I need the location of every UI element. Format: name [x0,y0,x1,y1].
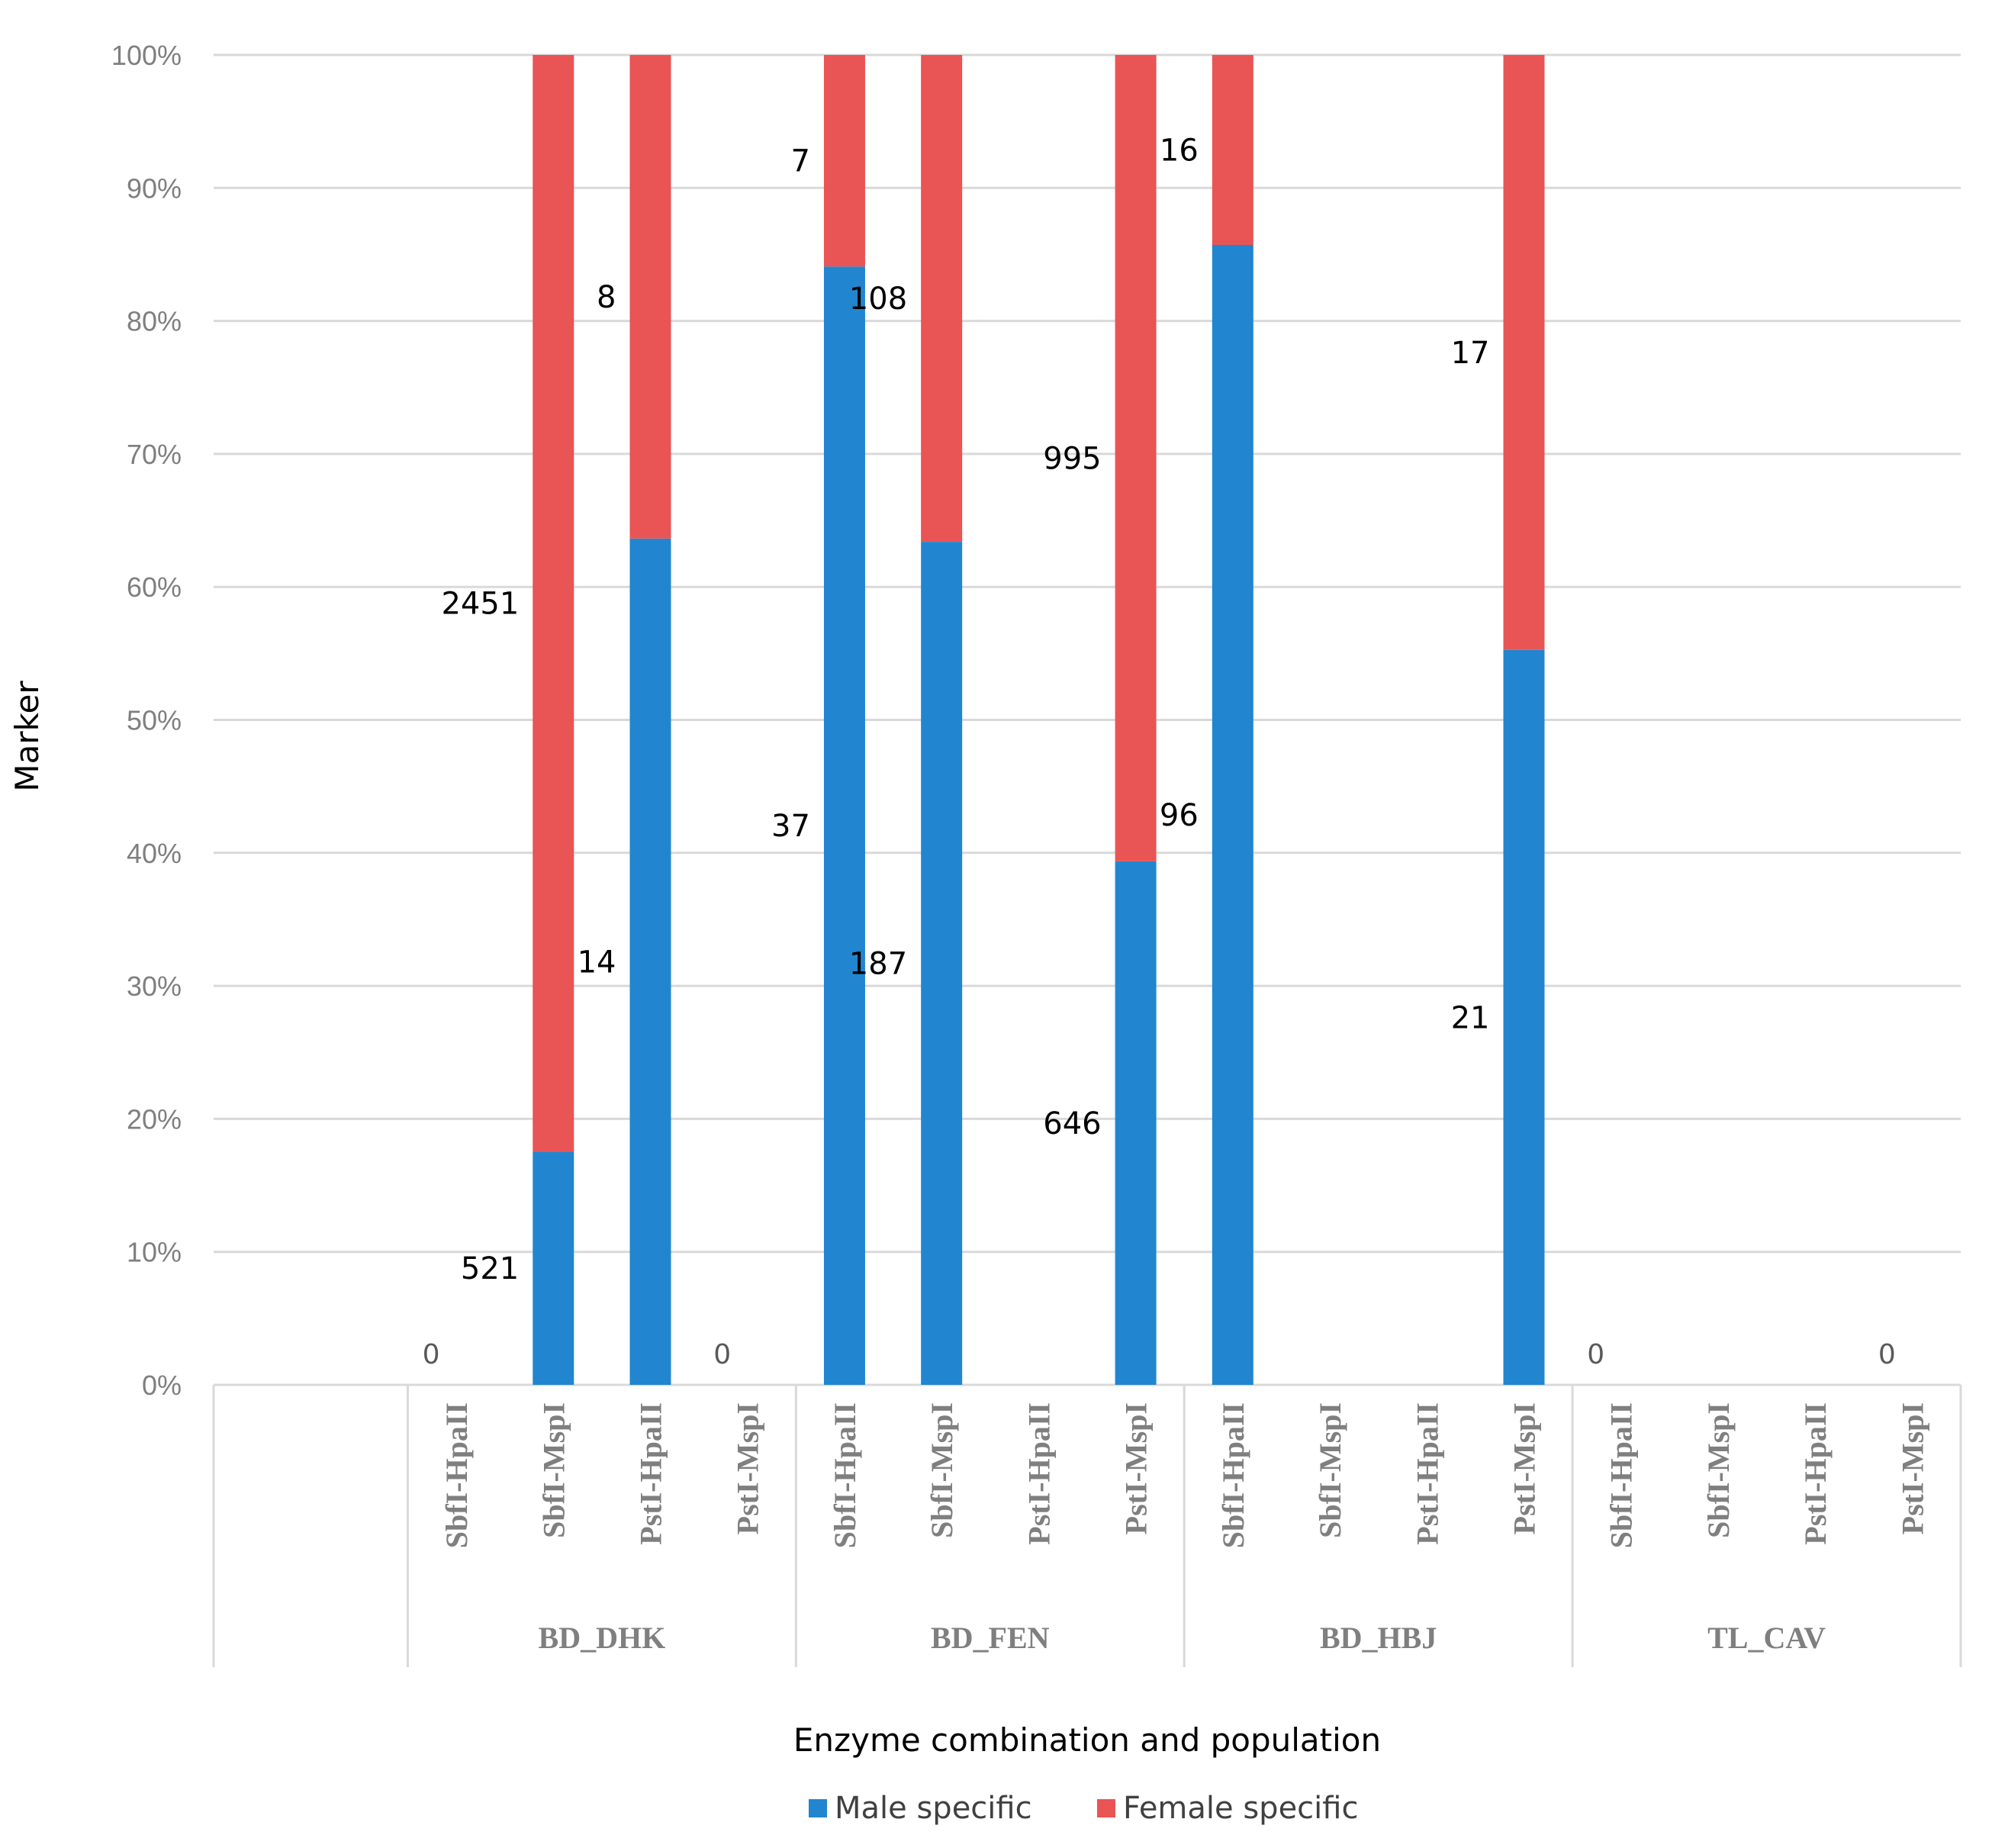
data-labels: 0 521 2451 14 8 0 37 7 187 108 646 995 96 16 21 17 0 0 [423,134,1896,1371]
data-label-female: 2451 [441,587,519,622]
y-axis: 0% 10% 20% 30% 40% 50% 60% 70% 80% 90% 100% [111,40,182,1401]
bar-female-specific [1212,55,1253,245]
data-label-female: 16 [1160,134,1199,169]
data-label-male: 521 [461,1251,519,1286]
y-tick-label: 60% [127,571,182,603]
category-label: PstI-HpaII [1798,1402,1833,1545]
legend: Male specific Female specific [809,1791,1358,1826]
y-tick-label: 0% [142,1370,182,1401]
category-label: PstI-MspI [731,1402,765,1534]
bar-female-specific [1503,55,1545,650]
legend-label-female: Female specific [1123,1791,1358,1826]
data-label-male: 187 [849,947,907,982]
data-label-male: 96 [1160,798,1199,833]
data-label-male: 14 [578,945,616,980]
category-label: PstI-HpaII [634,1402,668,1545]
bar-male-specific [823,266,865,1386]
category-label: SbfI-MspI [536,1402,571,1538]
y-tick-label: 70% [127,439,182,470]
legend-swatch-male [809,1799,827,1817]
category-label: SbfI-MspI [925,1402,959,1538]
group-label: BD_FEN [931,1621,1050,1655]
bar-male-specific [1115,861,1157,1385]
category-label: PstI-MspI [1119,1402,1154,1534]
bar-male-specific [1212,245,1253,1385]
category-label: PstI-HpaII [1410,1402,1444,1545]
bar-female-specific [1115,55,1157,861]
category-label: SbfI-HpaII [828,1402,862,1548]
group-label: BD_HBJ [1320,1621,1437,1655]
bar-male-specific [629,538,671,1386]
y-tick-label: 40% [127,838,182,869]
y-tick-label: 90% [127,172,182,204]
data-label-female: 995 [1043,441,1101,476]
data-label-female: 8 [597,280,616,315]
category-label: SbfI-MspI [1313,1402,1347,1538]
bar-female-specific [921,55,963,542]
x-axis: BD_DHK SbfI-HpaII SbfI-MspI PstI-HpaII PstI-… [212,1383,1962,1667]
category-label: SbfI-HpaII [439,1402,474,1548]
bar-male-specific [533,1151,574,1385]
bar-female-specific [533,55,574,1152]
data-label-female: 17 [1451,336,1490,371]
data-label-zero: 0 [1587,1339,1604,1370]
bar-female-specific [823,55,865,267]
y-tick-label: 100% [111,40,182,71]
bar-female-specific [629,55,671,539]
data-label-male: 37 [771,809,810,844]
group-label: BD_DHK [539,1621,666,1655]
category-label: SbfI-MspI [1701,1402,1736,1538]
category-label: PstI-HpaII [1022,1402,1056,1545]
category-label: PstI-MspI [1895,1402,1929,1534]
legend-label-male: Male specific [835,1791,1032,1826]
y-tick-label: 20% [127,1103,182,1135]
y-tick-label: 80% [127,306,182,337]
y-tick-label: 10% [127,1237,182,1268]
bar-male-specific [1503,649,1545,1385]
category-label: SbfI-HpaII [1604,1402,1639,1548]
legend-swatch-female [1097,1799,1115,1817]
y-tick-label: 30% [127,971,182,1002]
data-label-male: 646 [1043,1106,1101,1141]
data-label-zero: 0 [423,1339,440,1370]
bars [533,55,1545,1386]
data-label-zero: 0 [1878,1339,1896,1370]
data-label-male: 21 [1451,1000,1490,1035]
data-label-zero: 0 [713,1339,731,1370]
gridlines [214,53,1961,1386]
group-label: TL_CAV [1707,1621,1826,1655]
category-label: SbfI-HpaII [1216,1402,1250,1548]
category-label: PstI-MspI [1508,1402,1542,1534]
data-label-female: 7 [790,144,809,179]
y-axis-title: Marker [8,681,46,792]
x-axis-title: Enzyme combination and population [793,1721,1381,1759]
data-label-female: 108 [849,282,907,317]
y-tick-label: 50% [127,705,182,736]
bar-male-specific [921,542,963,1385]
